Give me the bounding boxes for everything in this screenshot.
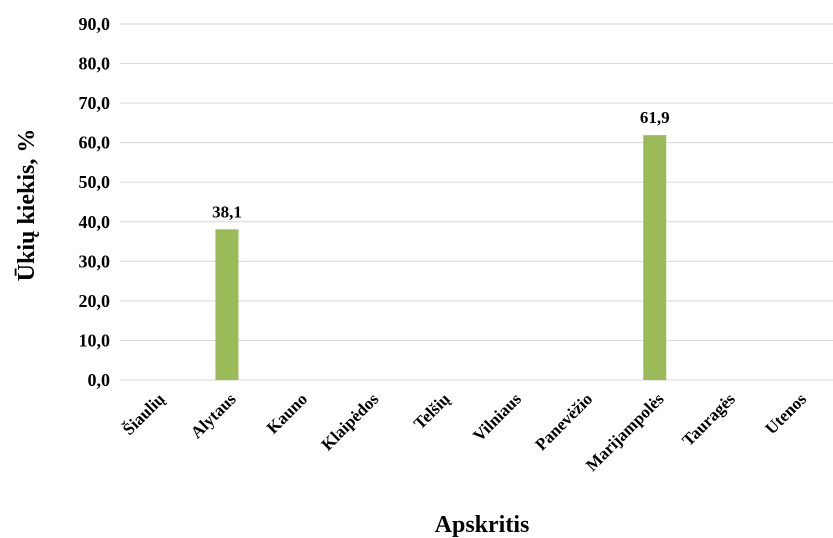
x-axis-ticks: Šiaulių Alytaus Kauno Klaipėdos Telšių Vilnia… [119, 389, 810, 475]
x-tick-label: Panevėžio [531, 389, 596, 454]
data-labels: 38,1 61,9 [212, 108, 670, 221]
bars [215, 135, 667, 380]
y-axis-title: Ūkių kiekis, % [14, 129, 40, 282]
x-tick-label: Tauragės [678, 389, 739, 450]
y-tick-label: 70,0 [79, 93, 111, 113]
x-tick-label: Utenos [761, 389, 810, 438]
y-tick-label: 0,0 [88, 370, 111, 390]
y-tick-label: 80,0 [79, 54, 111, 74]
y-tick-label: 40,0 [79, 212, 111, 232]
x-tick-label: Vilniaus [469, 389, 525, 445]
bar [215, 229, 239, 380]
x-tick-label: Telšių [410, 389, 454, 433]
gridlines [120, 23, 833, 381]
y-tick-label: 30,0 [79, 251, 111, 271]
x-tick-label: Šiaulių [119, 389, 169, 439]
y-tick-label: 60,0 [79, 133, 111, 153]
x-tick-label: Klaipėdos [318, 389, 383, 454]
y-tick-label: 10,0 [79, 330, 111, 350]
data-label: 61,9 [640, 108, 670, 127]
y-tick-label: 20,0 [79, 291, 111, 311]
y-tick-label: 50,0 [79, 172, 111, 192]
bar [643, 135, 667, 380]
data-label: 38,1 [212, 202, 242, 221]
x-tick-label: Kauno [263, 389, 311, 437]
y-tick-label: 90,0 [79, 14, 111, 34]
x-tick-label: Alytaus [187, 389, 240, 442]
x-axis-title: Apskritis [435, 512, 530, 538]
y-axis-ticks: 0,0 10,0 20,0 30,0 40,0 50,0 60,0 70,0 80,0 90,0 [79, 14, 111, 390]
